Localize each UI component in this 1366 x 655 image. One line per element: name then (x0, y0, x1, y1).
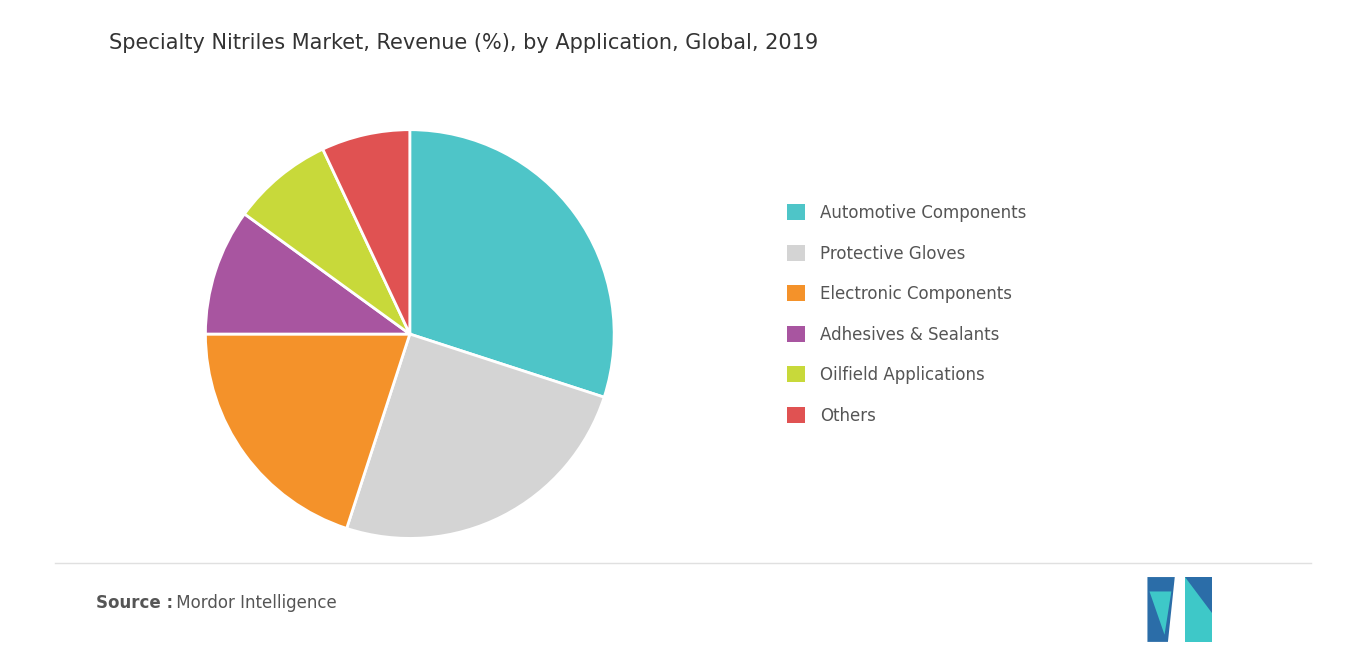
Text: Mordor Intelligence: Mordor Intelligence (171, 593, 336, 612)
Text: Specialty Nitriles Market, Revenue (%), by Application, Global, 2019: Specialty Nitriles Market, Revenue (%), … (109, 33, 818, 53)
Wedge shape (205, 334, 410, 529)
Polygon shape (1147, 577, 1175, 642)
Polygon shape (1186, 577, 1213, 642)
Wedge shape (245, 149, 410, 334)
Wedge shape (322, 130, 410, 334)
Polygon shape (1186, 577, 1213, 613)
Legend: Automotive Components, Protective Gloves, Electronic Components, Adhesives & Sea: Automotive Components, Protective Gloves… (787, 204, 1027, 424)
Text: Source :: Source : (96, 593, 172, 612)
Wedge shape (205, 214, 410, 334)
Wedge shape (410, 130, 615, 397)
Polygon shape (1150, 591, 1172, 635)
Wedge shape (347, 334, 604, 538)
